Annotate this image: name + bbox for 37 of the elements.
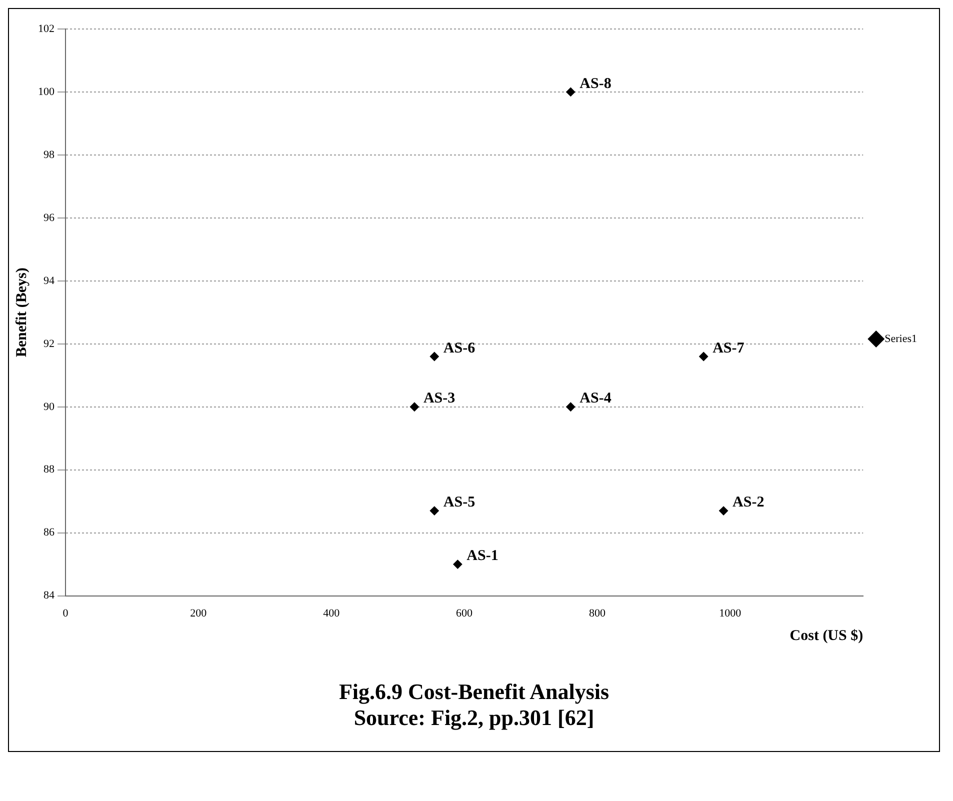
annotation: AS-3 bbox=[423, 390, 456, 407]
point bbox=[430, 506, 439, 516]
y-tick-label: 84 bbox=[44, 590, 55, 602]
x-tick-label: 800 bbox=[588, 607, 606, 620]
annotation: AS-2 bbox=[732, 494, 764, 511]
y-tick-label: 92 bbox=[44, 338, 54, 350]
text: Source: Fig.2, pp.301 [62] bbox=[352, 705, 596, 731]
x-axis-title: Cost (US $) bbox=[790, 628, 864, 644]
y-tick-label: 100 bbox=[38, 86, 55, 98]
point bbox=[566, 87, 576, 96]
annotation: AS-8 bbox=[580, 76, 612, 92]
y-axis-title: Benefit (Beys) bbox=[14, 268, 30, 358]
point bbox=[699, 352, 708, 361]
y-tick-label: 98 bbox=[44, 148, 55, 161]
text: Fig.6.9 Cost-Benefit Analysis bbox=[338, 679, 610, 705]
annotation: AS-1 bbox=[466, 548, 498, 564]
y-tick-label: 94 bbox=[44, 274, 55, 287]
y-tick-label: 102 bbox=[38, 22, 54, 35]
annotation: AS-4 bbox=[580, 390, 612, 407]
point bbox=[430, 352, 439, 361]
x-tick-label: 1000 bbox=[719, 607, 742, 620]
x-tick-label: 0 bbox=[62, 607, 69, 620]
x-tick-label: 400 bbox=[323, 607, 340, 620]
point bbox=[453, 560, 462, 569]
x-tick-label: 200 bbox=[190, 607, 208, 620]
point bbox=[719, 506, 728, 516]
point bbox=[566, 402, 576, 412]
annotation: AS-6 bbox=[443, 340, 476, 356]
y-tick-label: 96 bbox=[44, 212, 55, 224]
x-tick-label: 600 bbox=[456, 607, 474, 620]
y-tick-label: 88 bbox=[44, 464, 55, 476]
point bbox=[410, 402, 419, 412]
annotation: AS-5 bbox=[443, 494, 476, 511]
legend-label: Series1 bbox=[884, 332, 918, 345]
y-tick-label: 90 bbox=[44, 400, 55, 413]
annotation: AS-7 bbox=[712, 340, 745, 356]
y-tick-label: 86 bbox=[44, 526, 55, 539]
